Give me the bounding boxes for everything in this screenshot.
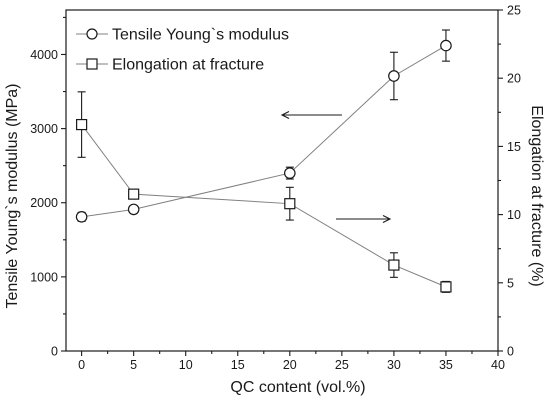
x-tick-label: 10 bbox=[179, 358, 193, 372]
right-y-axis-label: Elongation at fracture (%) bbox=[528, 105, 545, 286]
legend-marker-circle bbox=[86, 28, 98, 40]
legend-label-modulus: Tensile Young`s modulus bbox=[112, 27, 289, 44]
right-axis-arrow-head bbox=[382, 215, 392, 223]
left-y-axis-label: Tensile Young`s modulus (MPa) bbox=[4, 83, 21, 308]
right-y-tick-label: 0 bbox=[507, 345, 514, 359]
x-tick-label: 20 bbox=[283, 358, 297, 372]
left-y-axis-ticks: 0 1000 2000 3000 4000 bbox=[30, 16, 66, 359]
data-point-square bbox=[284, 198, 296, 210]
x-tick-label: 35 bbox=[439, 358, 453, 372]
legend: Tensile Young`s modulus Elongation at fr… bbox=[76, 27, 289, 74]
left-y-tick-label: 4000 bbox=[30, 48, 58, 62]
left-y-tick-label: 3000 bbox=[30, 122, 58, 136]
data-point-square bbox=[76, 118, 88, 131]
x-tick-label: 0 bbox=[78, 358, 85, 372]
right-y-tick-label: 20 bbox=[507, 72, 521, 86]
series-modulus bbox=[75, 29, 452, 223]
x-axis-ticks: 0 5 10 15 20 25 30 35 40 bbox=[78, 351, 505, 372]
x-tick-label: 25 bbox=[335, 358, 349, 372]
data-point-square bbox=[440, 281, 452, 293]
series-elongation bbox=[76, 91, 452, 293]
right-y-tick-label: 15 bbox=[507, 140, 521, 154]
data-point-circle bbox=[284, 167, 296, 179]
data-point-square bbox=[128, 188, 140, 200]
x-tick-label: 5 bbox=[130, 358, 137, 372]
data-point-circle bbox=[440, 39, 452, 52]
right-y-tick-label: 10 bbox=[507, 208, 521, 222]
series-layer bbox=[75, 29, 452, 293]
x-axis-label: QC content (vol.%) bbox=[230, 379, 365, 396]
data-point-circle bbox=[127, 203, 140, 216]
data-point-circle bbox=[75, 211, 88, 223]
right-y-tick-label: 5 bbox=[507, 276, 514, 290]
right-y-axis-ticks: 0 5 10 15 20 25 bbox=[498, 4, 521, 359]
x-tick-label: 30 bbox=[387, 358, 401, 372]
data-point-square bbox=[388, 259, 400, 271]
left-y-tick-label: 1000 bbox=[30, 270, 58, 284]
left-y-tick-label: 2000 bbox=[30, 196, 58, 210]
legend-marker-square bbox=[86, 58, 98, 70]
x-tick-label: 40 bbox=[491, 358, 505, 372]
axis-indicator-arrows bbox=[280, 111, 392, 223]
data-point-circle bbox=[388, 70, 400, 82]
x-tick-label: 15 bbox=[231, 358, 245, 372]
legend-label-elongation: Elongation at fracture bbox=[112, 57, 264, 74]
left-y-tick-label: 0 bbox=[51, 345, 58, 359]
right-y-tick-label: 25 bbox=[507, 4, 521, 18]
left-axis-arrow-head bbox=[280, 111, 290, 119]
